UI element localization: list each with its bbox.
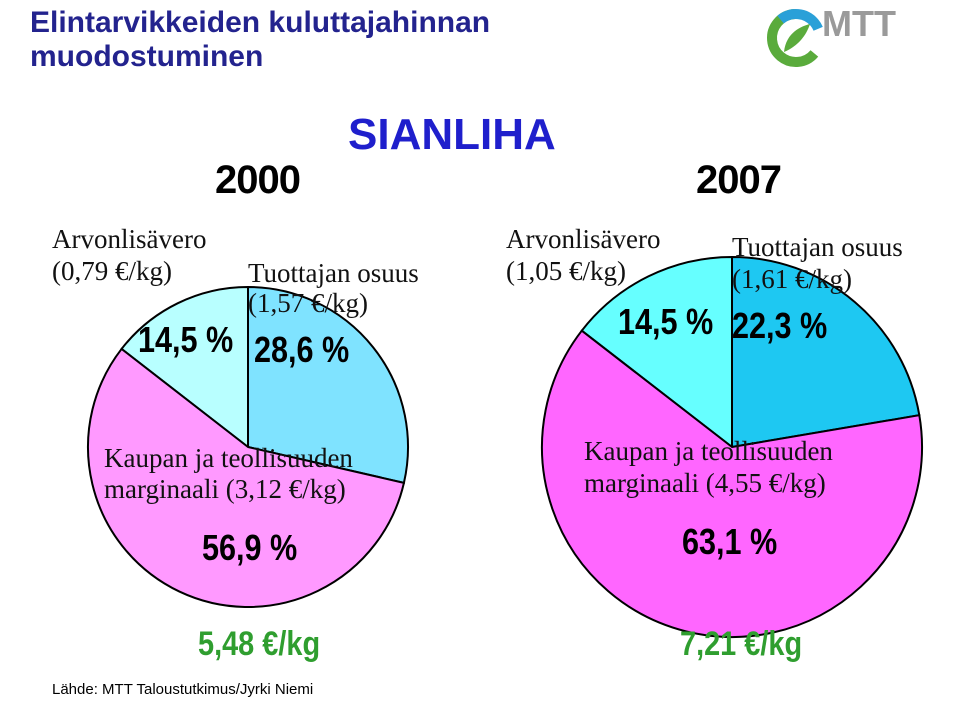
year-2007: 2007 — [696, 158, 782, 202]
source-note: Lähde: MTT Taloustutkimus/Jyrki Niemi — [52, 681, 314, 698]
producer-slice-2000 — [247, 285, 409, 485]
vat-slice-2007 — [580, 255, 733, 450]
page-title: Elintarvikkeiden kuluttajahinnan muodost… — [30, 6, 490, 74]
vat-slice-2000 — [120, 285, 249, 450]
logo-text: MTT — [822, 3, 896, 44]
vat-name-2007: Arvonlisävero — [506, 224, 661, 254]
margin-detail-2000: marginaali (3,12 €/kg) — [104, 474, 346, 504]
producer-slice-2007 — [731, 255, 921, 449]
year-2000: 2000 — [215, 158, 301, 202]
chart-subtitle: SIANLIHA — [348, 110, 556, 159]
pie-chart-2007 — [541, 255, 923, 638]
pie-chart-2000 — [87, 285, 409, 608]
producer-name-2000: Tuottajan osuus — [248, 258, 419, 288]
margin-pct-2007: 63,1 % — [682, 521, 778, 562]
vat-pct-2000: 14,5 % — [138, 319, 234, 360]
producer-name-2007: Tuottajan osuus — [732, 232, 903, 262]
title-line-1: Elintarvikkeiden kuluttajahinnan — [30, 6, 491, 39]
title-line-2: muodostuminen — [30, 40, 264, 73]
vat-detail-2007: (1,05 €/kg) — [506, 256, 626, 286]
producer-detail-2007: (1,61 €/kg) — [732, 264, 852, 294]
mtt-logo: MTT — [767, 3, 896, 67]
total-price-2007: 7,21 €/kg — [680, 625, 803, 663]
vat-name-2000: Arvonlisävero — [52, 224, 207, 254]
margin-name-2000: Kaupan ja teollisuuden — [104, 443, 353, 473]
margin-name-2007: Kaupan ja teollisuuden — [584, 436, 833, 466]
margin-slice-2000 — [87, 347, 406, 608]
producer-pct-2007: 22,3 % — [732, 305, 828, 346]
vat-detail-2000: (0,79 €/kg) — [52, 256, 172, 286]
producer-detail-2000: (1,57 €/kg) — [248, 288, 368, 318]
total-price-2000: 5,48 €/kg — [198, 625, 321, 663]
margin-pct-2000: 56,9 % — [202, 527, 298, 568]
margin-slice-2007 — [541, 329, 923, 638]
margin-detail-2007: marginaali (4,55 €/kg) — [584, 468, 826, 498]
producer-pct-2000: 28,6 % — [254, 329, 350, 370]
vat-pct-2007: 14,5 % — [618, 301, 714, 342]
